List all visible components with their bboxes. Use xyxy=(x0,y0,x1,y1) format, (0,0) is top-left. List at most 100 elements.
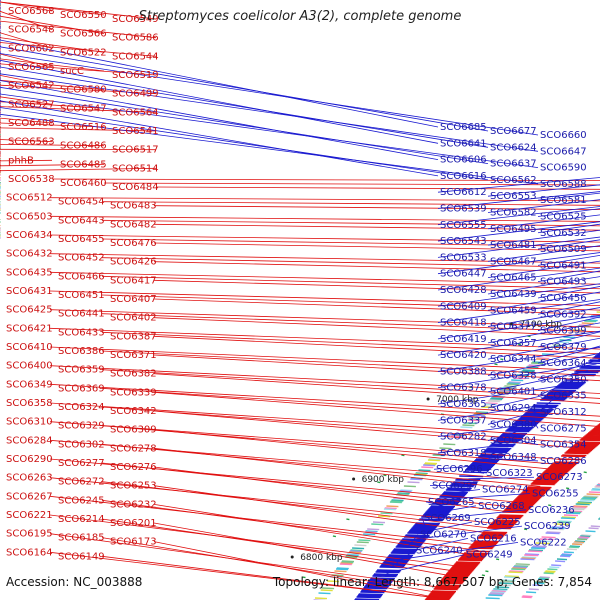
gene-mark xyxy=(583,496,598,499)
gene-mark xyxy=(474,459,500,462)
gene-label-left: SCO6173 xyxy=(110,537,157,548)
gene-label-left: SCO6310 xyxy=(6,417,53,428)
gene-mark xyxy=(377,481,381,484)
gene-mark xyxy=(584,320,597,323)
gene-label-left: SCO6486 xyxy=(60,141,107,152)
gene-mark xyxy=(429,593,454,596)
gene-mark xyxy=(525,553,540,556)
gene-label-right: SCO6255 xyxy=(532,489,579,500)
gene-label-right: SCO6377 xyxy=(490,322,537,333)
gene-mark xyxy=(487,400,500,403)
gene-mark xyxy=(545,570,556,573)
gene-label-right: SCO6304 xyxy=(490,436,537,447)
connector-line-left xyxy=(49,551,439,599)
connector-line-left xyxy=(49,253,600,264)
gene-mark xyxy=(373,574,398,577)
gene-label-left: SCO6602 xyxy=(8,43,55,54)
gene-mark xyxy=(412,526,437,529)
connector-line-right xyxy=(391,550,415,567)
gene-mark xyxy=(548,504,552,507)
gene-mark xyxy=(552,389,577,392)
gene-mark xyxy=(513,565,529,568)
gene-label-left: SCO6488 xyxy=(8,118,55,129)
gene-mark xyxy=(539,576,550,579)
connector-line-left xyxy=(0,101,105,109)
connector-line-left xyxy=(101,481,499,530)
gene-mark xyxy=(500,580,515,583)
gene-label-left: SCO6309 xyxy=(110,425,157,436)
gene-mark xyxy=(518,495,543,498)
gene-mark xyxy=(403,485,416,488)
gene-label-right: SCO6590 xyxy=(540,163,587,174)
gene-label-left: SCO6547 xyxy=(60,103,107,114)
gene-mark xyxy=(514,564,529,567)
gene-label-left: SCO6434 xyxy=(6,230,53,241)
gene-mark xyxy=(415,472,428,475)
gene-label-left: SCO6544 xyxy=(112,51,159,62)
gene-mark xyxy=(570,508,585,511)
gene-mark xyxy=(522,556,537,559)
tick-mark xyxy=(426,397,430,401)
connector-line-right xyxy=(437,314,600,340)
gene-mark xyxy=(573,505,588,508)
gene-label-left: SCO6417 xyxy=(110,275,157,286)
gene-label-right: SCO6348 xyxy=(490,452,537,463)
gene-label-left: SCO6519 xyxy=(112,70,159,81)
gene-mark xyxy=(522,414,548,417)
gene-mark xyxy=(407,481,420,484)
gene-mark xyxy=(506,429,531,432)
gene-mark xyxy=(487,447,512,450)
gene-label-left: SCO6566 xyxy=(60,29,107,40)
connector-line-left xyxy=(49,421,569,461)
gene-mark xyxy=(499,514,524,517)
gene-mark xyxy=(452,434,465,437)
gene-mark xyxy=(590,525,600,528)
gene-mark xyxy=(393,548,418,551)
gene-mark xyxy=(531,482,556,485)
connector-line-left xyxy=(0,167,157,172)
gene-mark xyxy=(389,554,414,557)
connector-line-left xyxy=(153,223,600,231)
gene-mark xyxy=(498,390,511,393)
gene-mark xyxy=(422,514,448,517)
gene-label-right: SCO6318 xyxy=(440,448,487,459)
gene-label-right: SCO6378 xyxy=(440,383,487,394)
connector-line-left xyxy=(0,1,53,12)
gene-mark xyxy=(481,574,486,577)
gene-mark xyxy=(492,396,505,399)
gene-mark xyxy=(512,566,528,569)
gene-mark xyxy=(488,594,503,597)
gene-mark xyxy=(497,391,510,394)
tick-mark xyxy=(290,555,294,559)
gene-mark xyxy=(536,477,562,480)
gene-mark xyxy=(429,507,454,510)
gene-mark xyxy=(567,449,593,452)
connector-line-left xyxy=(49,234,600,243)
connector-line-right xyxy=(437,177,600,193)
connector-line-right xyxy=(0,66,489,148)
gene-label-right: SCO6282 xyxy=(440,432,487,443)
gene-mark xyxy=(581,534,592,537)
gene-label-right: SCO6379 xyxy=(540,342,587,353)
connector-line-right xyxy=(487,214,600,230)
gene-mark xyxy=(494,519,519,522)
gene-label-left: SCO6460 xyxy=(60,178,107,189)
gene-label-left: SCO6195 xyxy=(6,529,53,540)
gene-mark xyxy=(490,591,505,594)
connector-line-left xyxy=(101,275,600,290)
connector-line-left xyxy=(153,541,439,599)
gene-mark xyxy=(496,584,511,587)
gene-mark xyxy=(531,546,546,549)
gene-mark xyxy=(513,422,539,425)
gene-label-right: SCO6335 xyxy=(540,391,587,402)
gene-mark xyxy=(350,549,363,552)
gene-mark xyxy=(482,405,495,408)
connector-line-left xyxy=(51,178,600,182)
gene-label-right: SCO6637 xyxy=(490,159,537,170)
gene-mark xyxy=(499,435,524,438)
gene-mark xyxy=(593,356,600,358)
gene-label-left: SCO6466 xyxy=(58,271,105,282)
gene-label-left: SCO6349 xyxy=(6,379,53,390)
gene-mark xyxy=(554,461,579,464)
